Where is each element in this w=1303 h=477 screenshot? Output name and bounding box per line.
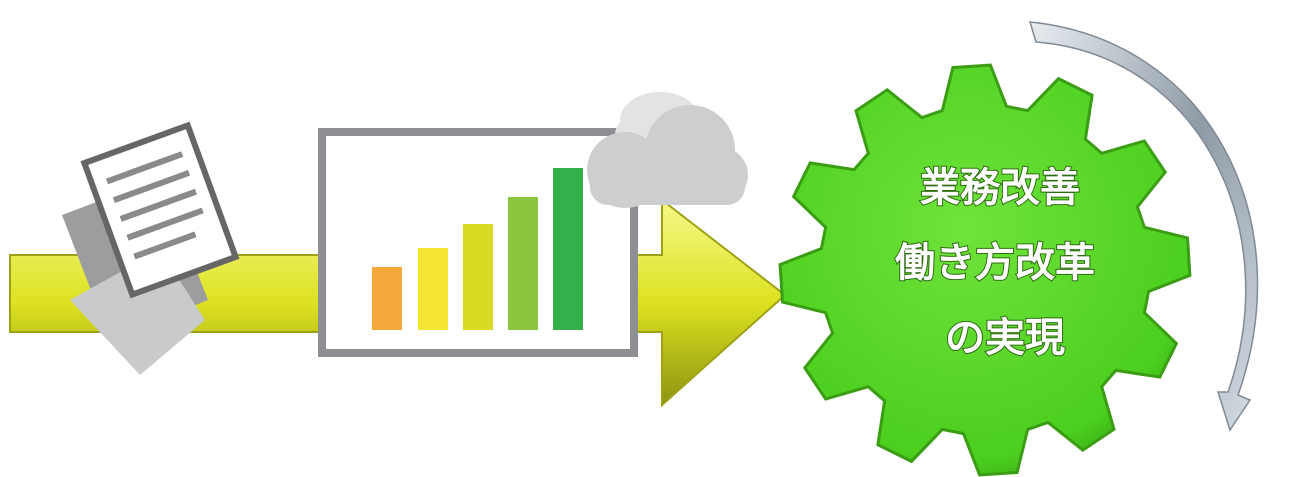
illustration: 業務改善 働き方改革 の実現: [0, 0, 1303, 477]
gear-text: 働き方改革: [895, 240, 1095, 286]
cloud: [587, 92, 748, 208]
gear-text: 業務改善: [920, 165, 1080, 211]
bar-icon: [372, 267, 402, 330]
bar-icon: [418, 248, 448, 330]
bar-icon: [463, 224, 493, 330]
page: 業務改善 働き方改革 の実現 (() => { const data = JSO…: [0, 0, 1303, 477]
bar-icon: [553, 168, 583, 330]
gear-text: の実現: [945, 315, 1065, 361]
bar-icon: [508, 197, 538, 330]
